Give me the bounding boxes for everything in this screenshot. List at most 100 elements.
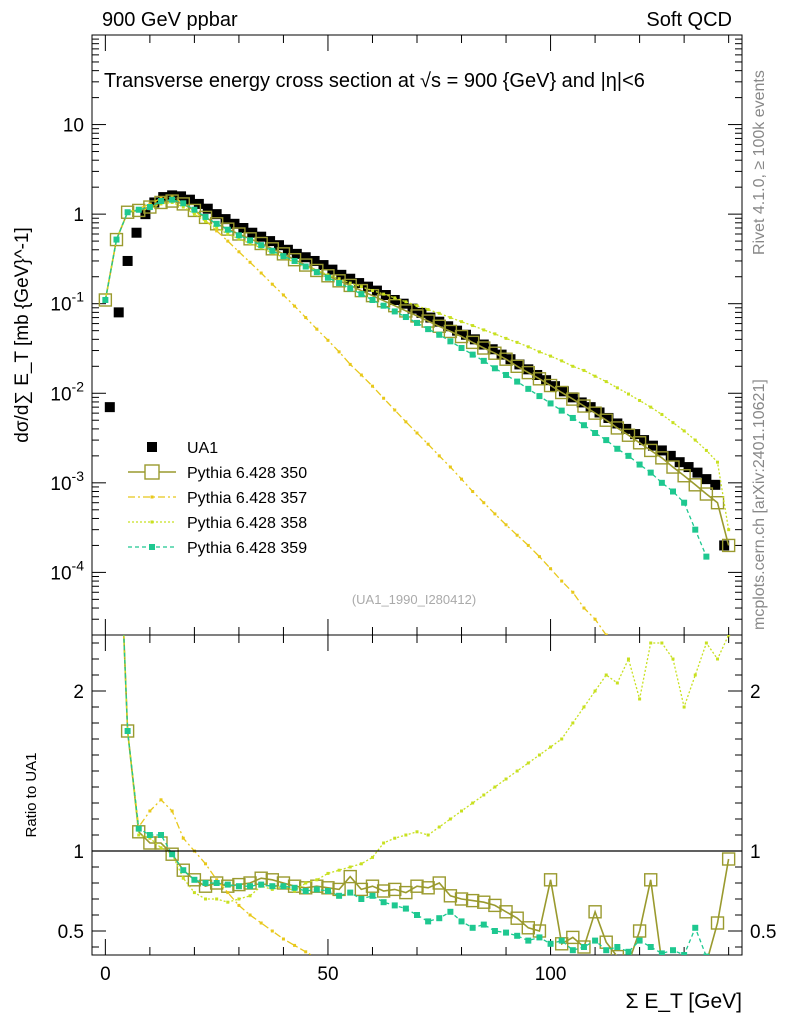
ratio-point-pythia-6-428-357 (315, 957, 318, 960)
ratio-point-pythia-6-428-358 (471, 801, 475, 805)
legend-swatch-marker (150, 495, 154, 499)
point-pythia-6-428-359 (158, 198, 165, 205)
point-pythia-6-428-358 (404, 300, 408, 304)
ratio-point-pythia-6-428-358 (426, 833, 430, 837)
ratio-point-pythia-6-428-358 (526, 761, 530, 765)
point-pythia-6-428-358 (204, 219, 208, 223)
point-pythia-6-428-350 (644, 443, 658, 458)
point-pythia-6-428-357 (460, 477, 464, 481)
ratio-point-pythia-6-428-357 (115, 450, 118, 453)
ratio-point-pythia-6-428-358 (515, 769, 519, 773)
series-line-pythia-6-428-350 (104, 200, 730, 546)
point-pythia-6-428-358 (437, 311, 441, 315)
ratio-point-pythia-6-428-358 (137, 833, 141, 837)
point-pythia-6-428-357 (315, 327, 319, 331)
point-pythia-6-428-358 (460, 320, 464, 324)
point-pythia-6-428-358 (415, 304, 419, 308)
point-pythia-6-428-358 (560, 359, 564, 363)
point-pythia-6-428-358 (348, 281, 352, 285)
legend-item-ua1: UA1 (147, 440, 218, 457)
point-pythia-6-428-359 (235, 232, 242, 239)
legend-item-pythia-6-428-359: Pythia 6.428 359 (128, 540, 307, 557)
ratio-point-pythia-6-428-358 (382, 841, 386, 845)
point-pythia-6-428-350 (120, 205, 135, 219)
data-point-ua1 (514, 359, 525, 370)
data-point-ua1 (567, 392, 578, 403)
x-axis-label: Σ E_T [GeV] (626, 990, 742, 1013)
point-pythia-6-428-359 (336, 280, 343, 287)
point-pythia-6-428-359 (402, 314, 409, 321)
ratio-point-pythia-6-428-350 (678, 957, 690, 969)
point-pythia-6-428-357 (359, 373, 363, 377)
point-pythia-6-428-358 (593, 374, 597, 378)
ratio-point-pythia-6-428-359 (558, 937, 565, 944)
ratio-point-pythia-6-428-350 (721, 852, 736, 866)
ratio-point-pythia-6-428-359 (692, 924, 699, 931)
ratio-point-pythia-6-428-359 (569, 947, 576, 954)
ratio-point-pythia-6-428-358 (237, 897, 241, 901)
data-point-ua1 (211, 209, 222, 220)
point-pythia-6-428-350 (599, 413, 613, 427)
ratio-point-pythia-6-428-350 (365, 879, 380, 893)
ratio-point-pythia-6-428-350 (566, 930, 580, 945)
data-point-ua1 (113, 307, 124, 318)
series-pythia-6-428-359 (102, 196, 710, 560)
point-pythia-6-428-350 (321, 269, 335, 283)
ratio-point-pythia-6-428-358 (693, 673, 697, 677)
point-pythia-6-428-358 (649, 405, 653, 409)
data-point-ua1 (416, 307, 427, 318)
ratio-point-pythia-6-428-358 (159, 846, 163, 850)
series-pythia-6-428-357 (103, 195, 608, 635)
legend-label: UA1 (187, 440, 218, 457)
point-pythia-6-428-359 (380, 302, 387, 309)
data-point-ua1 (425, 312, 436, 323)
point-pythia-6-428-358 (493, 332, 497, 336)
ratio-point-pythia-6-428-359 (313, 886, 320, 893)
point-pythia-6-428-350 (721, 538, 736, 553)
ratio-point-pythia-6-428-359 (636, 937, 643, 944)
ratio-series-layer (115, 450, 736, 969)
point-pythia-6-428-359 (191, 206, 198, 213)
point-pythia-6-428-359 (169, 196, 176, 203)
ratio-point-pythia-6-428-357 (304, 950, 308, 954)
ratio-point-pythia-6-428-350 (232, 877, 246, 892)
point-pythia-6-428-357 (248, 260, 252, 264)
data-point-ua1 (300, 252, 311, 263)
ratio-point-pythia-6-428-357 (281, 937, 285, 941)
point-pythia-6-428-357 (437, 454, 441, 458)
ratio-point-pythia-6-428-358 (248, 894, 252, 898)
point-pythia-6-428-357 (215, 229, 219, 233)
point-pythia-6-428-357 (515, 533, 519, 537)
ratio-point-pythia-6-428-350 (610, 949, 625, 955)
main-y-tick-label: 10-3 (50, 468, 84, 495)
point-pythia-6-428-359 (625, 452, 632, 459)
point-pythia-6-428-350 (577, 399, 591, 413)
point-pythia-6-428-357 (482, 501, 486, 505)
data-point-ua1 (612, 418, 623, 429)
point-pythia-6-428-359 (658, 479, 665, 486)
point-pythia-6-428-359 (102, 296, 109, 303)
point-pythia-6-428-357 (504, 523, 508, 527)
ratio-point-pythia-6-428-359 (614, 944, 621, 950)
ratio-point-pythia-6-428-350 (477, 895, 491, 909)
point-pythia-6-428-350 (109, 232, 124, 247)
point-pythia-6-428-358 (693, 438, 697, 442)
ratio-point-pythia-6-428-350 (454, 892, 469, 906)
ratio-point-pythia-6-428-358 (716, 657, 720, 661)
ratio-point-pythia-6-428-358 (593, 689, 597, 693)
ratio-point-pythia-6-428-359 (580, 944, 587, 950)
point-pythia-6-428-358 (515, 340, 519, 344)
point-pythia-6-428-357 (326, 338, 330, 342)
point-pythia-6-428-350 (98, 293, 113, 307)
ratio-point-pythia-6-428-350 (443, 889, 458, 903)
legend-label: Pythia 6.428 359 (187, 540, 307, 557)
ratio-point-pythia-6-428-357 (226, 891, 230, 895)
ratio-point-pythia-6-428-359 (247, 883, 254, 890)
legend-swatch-marker (149, 544, 155, 550)
point-pythia-6-428-358 (716, 460, 720, 464)
point-pythia-6-428-357 (582, 606, 586, 610)
data-point-ua1 (603, 412, 614, 423)
point-pythia-6-428-350 (187, 203, 202, 218)
point-pythia-6-428-350 (499, 352, 513, 366)
point-pythia-6-428-357 (237, 250, 241, 254)
